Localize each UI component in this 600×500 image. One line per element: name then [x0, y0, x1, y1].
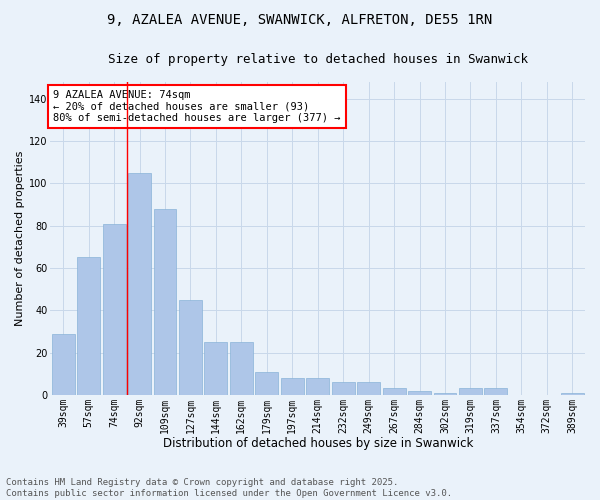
- Bar: [77, 258, 100, 395]
- Bar: [103, 224, 125, 395]
- Bar: [128, 173, 151, 395]
- Bar: [408, 390, 431, 395]
- Bar: [179, 300, 202, 395]
- Bar: [154, 209, 176, 395]
- Bar: [561, 392, 584, 395]
- Bar: [332, 382, 355, 395]
- Y-axis label: Number of detached properties: Number of detached properties: [15, 150, 25, 326]
- Bar: [52, 334, 74, 395]
- Bar: [306, 378, 329, 395]
- Bar: [484, 388, 508, 395]
- Bar: [434, 392, 457, 395]
- X-axis label: Distribution of detached houses by size in Swanwick: Distribution of detached houses by size …: [163, 437, 473, 450]
- Title: Size of property relative to detached houses in Swanwick: Size of property relative to detached ho…: [108, 52, 528, 66]
- Text: 9 AZALEA AVENUE: 74sqm
← 20% of detached houses are smaller (93)
80% of semi-det: 9 AZALEA AVENUE: 74sqm ← 20% of detached…: [53, 90, 341, 123]
- Bar: [230, 342, 253, 395]
- Bar: [383, 388, 406, 395]
- Text: Contains HM Land Registry data © Crown copyright and database right 2025.
Contai: Contains HM Land Registry data © Crown c…: [6, 478, 452, 498]
- Bar: [256, 372, 278, 395]
- Text: 9, AZALEA AVENUE, SWANWICK, ALFRETON, DE55 1RN: 9, AZALEA AVENUE, SWANWICK, ALFRETON, DE…: [107, 12, 493, 26]
- Bar: [281, 378, 304, 395]
- Bar: [459, 388, 482, 395]
- Bar: [205, 342, 227, 395]
- Bar: [357, 382, 380, 395]
